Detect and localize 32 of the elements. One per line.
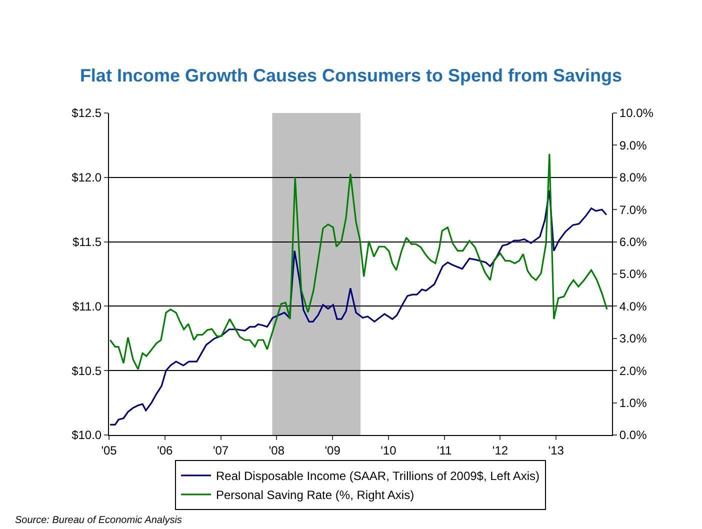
- legend-label: Real Disposable Income (SAAR, Trillions of 2009$, Left Axis): [216, 469, 540, 484]
- y-tick-label: $10.0: [72, 428, 102, 442]
- x-tick-label: '10: [380, 443, 397, 458]
- line-series: [109, 189, 608, 426]
- x-tick-label: '11: [436, 443, 452, 458]
- x-tick-label: '12: [492, 443, 508, 458]
- x-tick-label: '09: [324, 443, 341, 458]
- y2-tick-label: 0.0%: [619, 428, 648, 442]
- y-tick-label: $11.0: [72, 299, 102, 314]
- x-tick-label: '08: [268, 443, 285, 458]
- y2-tick-label: 7.0%: [619, 202, 648, 217]
- y2-tick-label: 8.0%: [619, 170, 648, 185]
- y2-tick-label: 1.0%: [619, 396, 648, 410]
- x-tick-label: '05: [101, 443, 118, 458]
- y-tick-label: $11.5: [72, 235, 102, 249]
- legend-label: Personal Saving Rate (%, Right Axis): [216, 488, 414, 502]
- y2-tick-label: 3.0%: [619, 332, 648, 346]
- y2-tick-label: 5.0%: [619, 267, 648, 282]
- x-tick-label: '07: [212, 443, 229, 458]
- y2-tick-label: 10.0%: [619, 106, 654, 120]
- line-series: [109, 153, 608, 370]
- y-tick-label: $12.0: [72, 170, 102, 185]
- y2-tick-label: 9.0%: [619, 138, 648, 152]
- x-tick-label: '06: [157, 443, 174, 458]
- chart-title: Flat Income Growth Causes Consumers to Spend from Savings: [80, 65, 622, 86]
- y-tick-label: $10.5: [72, 364, 102, 378]
- y-tick-label: $12.5: [72, 106, 102, 120]
- y2-tick-label: 4.0%: [619, 299, 648, 314]
- source-note: Source: Bureau of Economic Analysis: [15, 515, 182, 526]
- y2-tick-label: 6.0%: [619, 235, 648, 249]
- x-tick-label: '13: [548, 443, 564, 458]
- y2-tick-label: 2.0%: [619, 364, 648, 378]
